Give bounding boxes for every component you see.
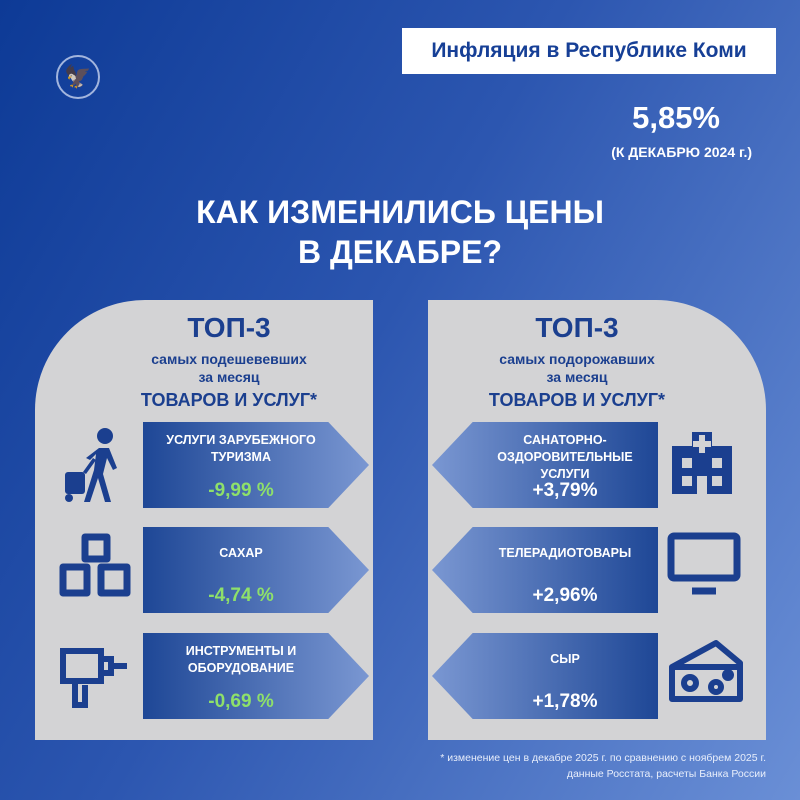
item-value: +1,78% [532, 691, 598, 712]
panel-category: ТОВАРОВ И УСЛУГ* [488, 390, 666, 410]
heading-line: В ДЕКАБРЕ? [297, 234, 502, 270]
item-name: СЫР [550, 652, 580, 666]
item-value: -4,74 % [208, 585, 274, 606]
bank-emblem-logo: 🦅 [56, 55, 100, 99]
sugar-cubes-icon [57, 531, 137, 606]
panel-subtitle: самых подешевевших за месяц [35, 350, 373, 386]
panel-subtitle: самых подорожавших за месяц [428, 350, 766, 386]
subtitle-line: за месяц [546, 369, 608, 385]
subtitle-line: за месяц [198, 369, 260, 385]
item-name: САХАР [219, 546, 263, 560]
rose-panel: ТОП-3 самых подорожавших за месяц ТОВАРОВ… [428, 300, 766, 740]
heading-line: КАК ИЗМЕНИЛИСЬ ЦЕНЫ [196, 194, 604, 230]
page-title: Инфляция в Республике Коми [402, 28, 776, 74]
price-item-banner: САХАР -4,74 % [143, 527, 369, 613]
footnote: * изменение цен в декабре 2025 г. по сра… [440, 750, 766, 782]
subtitle-line: самых подешевевших [151, 351, 307, 367]
item-value: +2,96% [532, 585, 598, 606]
inflation-rate: 5,85% [632, 100, 720, 135]
item-name: ТЕЛЕРАДИОТОВАРЫ [498, 546, 632, 560]
footnote-line: данные Росстата, расчеты Банка России [566, 768, 766, 780]
main-heading: КАК ИЗМЕНИЛИСЬ ЦЕНЫ В ДЕКАБРЕ? [0, 192, 800, 272]
item-name: САНАТОРНО-ОЗДОРОВИТЕЛЬНЫЕ УСЛУГИ [497, 433, 633, 481]
item-value: -9,99 % [208, 480, 274, 501]
panel-title: ТОП-3 [535, 312, 619, 343]
cheese-icon [666, 637, 746, 712]
price-item-banner: ТЕЛЕРАДИОТОВАРЫ +2,96% [432, 527, 658, 613]
item-value: -0,69 % [208, 691, 274, 712]
price-item-banner: САНАТОРНО-ОЗДОРОВИТЕЛЬНЫЕ УСЛУГИ +3,79% [432, 422, 658, 508]
price-item-banner: ИНСТРУМЕНТЫ И ОБОРУДОВАНИЕ -0,69 % [143, 633, 369, 719]
subtitle-line: самых подорожавших [499, 351, 655, 367]
footnote-line: * изменение цен в декабре 2025 г. по сра… [440, 752, 766, 764]
item-name: УСЛУГИ ЗАРУБЕЖНОГО ТУРИЗМА [166, 433, 316, 464]
price-item-banner: СЫР +1,78% [432, 633, 658, 719]
cheapened-panel: ТОП-3 самых подешевевших за месяц ТОВАРОВ… [35, 300, 373, 740]
hospital-icon [666, 426, 738, 503]
drill-icon [57, 637, 137, 722]
panel-category: ТОВАРОВ И УСЛУГ* [140, 390, 318, 410]
tv-icon [666, 531, 742, 602]
traveler-icon [57, 426, 137, 511]
inflation-rate-note: (К ДЕКАБРЮ 2024 г.) [611, 144, 752, 160]
item-name: ИНСТРУМЕНТЫ И ОБОРУДОВАНИЕ [185, 644, 297, 675]
item-value: +3,79% [532, 480, 598, 501]
price-item-banner: УСЛУГИ ЗАРУБЕЖНОГО ТУРИЗМА -9,99 % [143, 422, 369, 508]
panel-title: ТОП-3 [187, 312, 271, 343]
